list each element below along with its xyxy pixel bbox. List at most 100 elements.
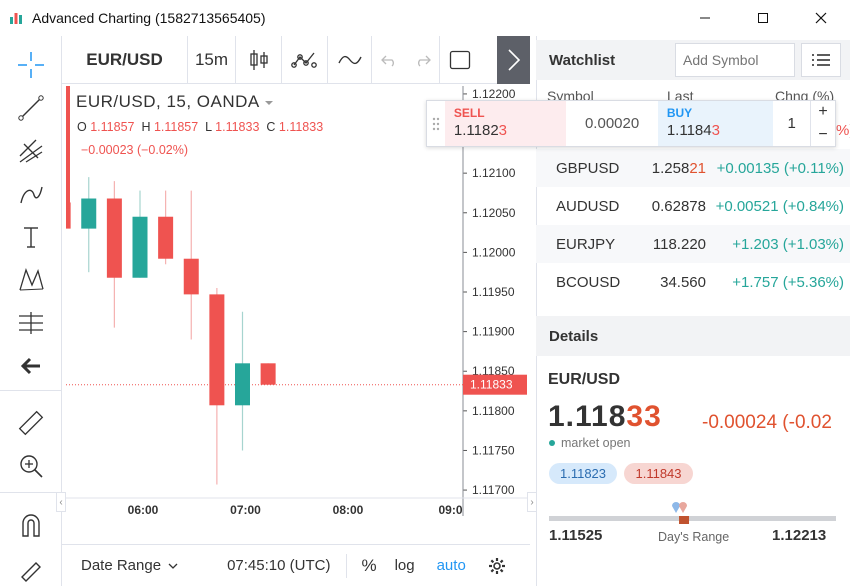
title-bar: Advanced Charting (1582713565405) xyxy=(0,0,850,36)
gear-icon xyxy=(488,557,505,574)
interval-button[interactable]: 15m xyxy=(188,35,236,84)
row-last: 0.62878 xyxy=(632,198,706,215)
forecast-tool[interactable] xyxy=(14,306,48,340)
candle-body xyxy=(260,363,276,385)
buy-button[interactable]: BUY 1.11843 xyxy=(657,101,774,146)
list-menu-icon xyxy=(812,54,830,66)
undo-button[interactable] xyxy=(372,36,406,84)
drag-handle[interactable] xyxy=(427,101,445,146)
crosshair-tool[interactable] xyxy=(14,48,48,82)
back-tool[interactable] xyxy=(14,349,48,383)
collapse-left-button[interactable]: ‹ xyxy=(56,492,66,512)
status-dot xyxy=(549,440,555,446)
redo-button[interactable] xyxy=(406,35,440,84)
pattern-icon xyxy=(19,268,44,291)
pattern-tool[interactable] xyxy=(14,263,48,297)
log-toggle[interactable]: log xyxy=(394,557,415,574)
brush-tool[interactable] xyxy=(14,177,48,211)
details-title: Details xyxy=(549,327,599,345)
candle-body-partial xyxy=(66,86,70,209)
current-price-marker xyxy=(463,374,527,395)
spread-value: 0.00020 xyxy=(584,115,640,132)
market-status: market open xyxy=(549,436,630,450)
close-button[interactable] xyxy=(792,0,850,36)
sell-price-main: 1.1182 xyxy=(453,122,499,139)
fullscreen-button[interactable] xyxy=(440,36,480,84)
quantity-input[interactable]: 1 xyxy=(773,101,812,146)
quantity-stepper: + − xyxy=(811,101,835,146)
price-tick-label: 1.11950 xyxy=(472,285,515,299)
watchlist-row[interactable]: GBPUSD 1.25821 +0.00135 (+0.11%) xyxy=(536,149,850,187)
pitchfork-tool[interactable] xyxy=(14,134,48,168)
watchlist-row[interactable]: AUDUSD 0.62878 +0.00521 (+0.84%) xyxy=(536,187,850,225)
add-symbol-input[interactable] xyxy=(675,43,795,77)
maximize-icon xyxy=(758,13,768,23)
compare-button[interactable] xyxy=(328,35,372,84)
row-change: +1.203 (+1.03%) xyxy=(732,235,844,253)
indicators-button[interactable] xyxy=(282,35,328,84)
candle-body xyxy=(132,216,148,278)
trendline-tool[interactable] xyxy=(14,91,48,125)
candle-body xyxy=(158,216,174,259)
date-range-button[interactable]: Date Range xyxy=(81,557,179,574)
range-low: 1.11525 xyxy=(549,527,603,544)
chart-settings-button[interactable] xyxy=(488,557,506,575)
watchlist-row[interactable]: BCOUSD 34.560 +1.757 (+5.36%) xyxy=(536,263,850,301)
chart-type-button[interactable] xyxy=(236,35,282,84)
details-header: Details xyxy=(536,316,850,356)
row-symbol: GBPUSD xyxy=(556,159,620,177)
details-price-last: 33 xyxy=(626,400,662,433)
row-last: 1.25821 xyxy=(632,160,706,177)
app-icon xyxy=(8,10,24,26)
high-label: H xyxy=(141,120,151,134)
legend-symbol[interactable]: EUR/USD, 15, OANDA xyxy=(76,92,260,111)
back-arrow-icon xyxy=(20,357,40,375)
price-chart[interactable]: 1.122001.121501.121001.120501.120001.119… xyxy=(66,86,527,516)
toolbar-more-button[interactable] xyxy=(497,36,530,84)
row-last-main: 1.258 xyxy=(651,159,690,177)
row-last: 34.560 xyxy=(632,274,706,291)
maximize-button[interactable] xyxy=(734,0,792,36)
row-change: +0.00521 (+0.84%) xyxy=(715,197,844,215)
price-tick-label: 1.12100 xyxy=(472,166,516,180)
sell-price-last: 3 xyxy=(498,122,508,139)
fullscreen-icon xyxy=(449,50,471,69)
minimize-button[interactable] xyxy=(676,0,734,36)
sell-price: 1.11823 xyxy=(454,122,557,139)
lock-drawings-tool[interactable] xyxy=(14,551,48,585)
watchlist-menu-button[interactable] xyxy=(801,43,841,77)
buy-price: 1.11843 xyxy=(667,122,764,139)
time-tick-label: 08:00 xyxy=(333,503,364,516)
zoom-tool[interactable] xyxy=(14,449,48,483)
zoom-in-icon xyxy=(20,455,43,478)
decrease-quantity-button[interactable]: − xyxy=(818,125,828,143)
toolbar-divider xyxy=(0,492,62,493)
days-range-markers xyxy=(672,501,690,524)
auto-toggle[interactable]: auto xyxy=(436,557,466,574)
indicators-icon xyxy=(290,52,317,68)
bid-pill: 1.11823 xyxy=(549,463,617,484)
percent-toggle[interactable]: % xyxy=(361,555,377,575)
sell-button[interactable]: SELL 1.11823 xyxy=(444,101,567,146)
close-value: 1.11833 xyxy=(278,120,324,134)
pitchfork-icon xyxy=(19,139,43,163)
interval-label: 15m xyxy=(194,49,229,69)
text-tool[interactable] xyxy=(14,220,48,254)
legend-caret-icon[interactable] xyxy=(264,99,274,107)
details-change: -0.00024 (-0.02 xyxy=(702,412,832,433)
days-range-track xyxy=(549,516,836,521)
toolbar-divider xyxy=(0,390,62,391)
legend-change: −0.00023 (−0.02%) xyxy=(81,143,189,157)
price-tick-label: 1.11750 xyxy=(472,443,515,457)
brush-icon xyxy=(20,186,43,204)
magnet-tool[interactable] xyxy=(14,508,48,542)
watchlist-row[interactable]: EURJPY 118.220 +1.203 (+1.03%) xyxy=(536,225,850,263)
bottom-divider xyxy=(346,553,348,578)
open-value: 1.11857 xyxy=(90,120,135,134)
measure-tool[interactable] xyxy=(14,406,48,440)
order-panel: SELL 1.11823 0.00020 BUY 1.11843 1 + − xyxy=(426,100,836,147)
increase-quantity-button[interactable]: + xyxy=(818,103,828,121)
symbol-search-button[interactable]: EUR/USD xyxy=(62,35,188,84)
text-icon xyxy=(24,227,38,248)
